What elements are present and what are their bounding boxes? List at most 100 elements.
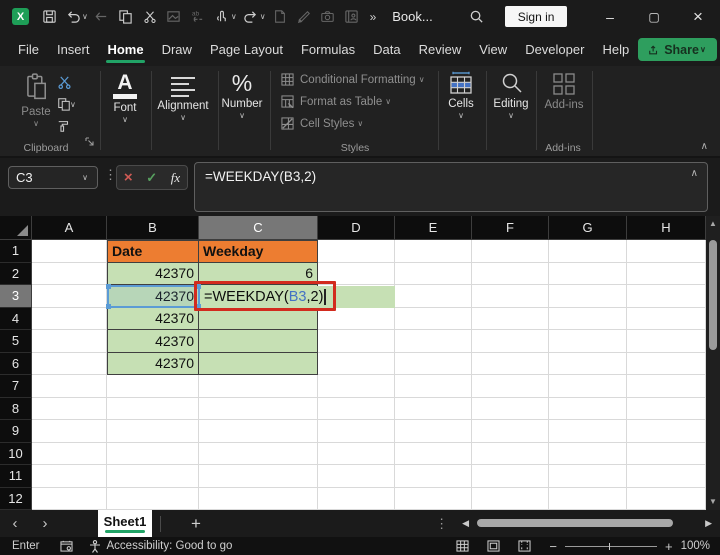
cell-F1[interactable]	[472, 240, 549, 263]
column-header-E[interactable]: E	[395, 216, 472, 240]
cell-F11[interactable]	[472, 465, 549, 488]
sign-in-button[interactable]: Sign in	[504, 6, 568, 27]
column-header-B[interactable]: B	[107, 216, 199, 240]
select-all-corner[interactable]	[0, 216, 32, 240]
undo-icon[interactable]	[61, 5, 85, 29]
close-button[interactable]: ×	[693, 6, 703, 26]
cut-icon[interactable]	[138, 5, 162, 29]
tab-draw[interactable]: Draw	[161, 42, 192, 57]
cell-D4[interactable]	[318, 307, 395, 330]
cell-C11[interactable]	[199, 465, 318, 488]
cell-G3[interactable]	[549, 285, 627, 308]
cell-H6[interactable]	[627, 352, 706, 375]
column-header-G[interactable]: G	[549, 216, 627, 240]
confirm-entry-button[interactable]: ✓	[146, 170, 158, 185]
copy-button[interactable]: ∨	[57, 95, 78, 113]
tab-insert[interactable]: Insert	[56, 42, 90, 57]
cell-E2[interactable]	[395, 262, 472, 285]
cell-A4[interactable]	[32, 307, 107, 330]
cell-G12[interactable]	[549, 487, 627, 510]
cell-D8[interactable]	[318, 397, 395, 420]
cell-E10[interactable]	[395, 442, 472, 465]
row-header-11[interactable]: 11	[0, 465, 32, 488]
touch-mode-icon[interactable]	[210, 5, 234, 29]
row-header-8[interactable]: 8	[0, 397, 32, 420]
row-header-6[interactable]: 6	[0, 352, 32, 375]
cell-styles-button[interactable]: Cell Styles ∨	[281, 117, 427, 130]
cell-B4[interactable]: 42370	[107, 307, 199, 330]
column-header-F[interactable]: F	[472, 216, 549, 240]
zoom-level[interactable]: 100%	[680, 540, 710, 552]
cell-F2[interactable]	[472, 262, 549, 285]
cell-G11[interactable]	[549, 465, 627, 488]
scroll-left-arrow[interactable]: ◀	[462, 518, 470, 528]
zoom-in-button[interactable]: +	[664, 538, 673, 554]
more-commands-icon[interactable]: »	[369, 9, 377, 24]
tab-page-layout[interactable]: Page Layout	[209, 42, 283, 57]
scroll-right-arrow[interactable]: ▶	[705, 518, 712, 528]
zoom-out-button[interactable]: −	[549, 538, 557, 554]
cell-D1[interactable]	[318, 240, 395, 263]
cell-C2[interactable]: 6	[199, 262, 318, 285]
cell-D7[interactable]	[318, 375, 395, 398]
tab-formulas[interactable]: Formulas	[300, 42, 356, 57]
row-header-1[interactable]: 1	[0, 240, 32, 263]
row-header-10[interactable]: 10	[0, 442, 32, 465]
row-header-12[interactable]: 12	[0, 487, 32, 510]
cell-D12[interactable]	[318, 487, 395, 510]
cell-H9[interactable]	[627, 420, 706, 443]
cell-E12[interactable]	[395, 487, 472, 510]
cells-group-button[interactable]: Cells ∨	[437, 71, 485, 120]
column-header-C[interactable]: C	[199, 216, 318, 240]
cell-A1[interactable]	[32, 240, 107, 263]
undo-dropdown-chevron[interactable]: ∨	[82, 12, 88, 21]
collapse-ribbon-chevron[interactable]: ∧	[700, 141, 708, 152]
cell-A7[interactable]	[32, 375, 107, 398]
cell-A5[interactable]	[32, 330, 107, 353]
tab-home[interactable]: Home	[98, 33, 152, 66]
new-sheet-button[interactable]: +	[191, 513, 201, 533]
scroll-up-arrow[interactable]: ▲	[709, 219, 717, 228]
excel-app-icon[interactable]: X	[12, 8, 29, 25]
cell-E9[interactable]	[395, 420, 472, 443]
cell-E5[interactable]	[395, 330, 472, 353]
cell-D11[interactable]	[318, 465, 395, 488]
maximize-button[interactable]: ▢	[648, 9, 660, 24]
font-group-button[interactable]: A Font ∨	[103, 72, 147, 124]
cell-G10[interactable]	[549, 442, 627, 465]
cell-F6[interactable]	[472, 352, 549, 375]
vertical-scroll-thumb[interactable]	[709, 240, 717, 350]
format-painter-button[interactable]	[57, 117, 78, 135]
cell-G5[interactable]	[549, 330, 627, 353]
cell-G8[interactable]	[549, 397, 627, 420]
row-header-5[interactable]: 5	[0, 330, 32, 353]
formula-input[interactable]: =WEEKDAY(B3,2) ∧	[194, 162, 708, 212]
cell-H2[interactable]	[627, 262, 706, 285]
normal-view-button[interactable]	[456, 540, 469, 552]
copy-icon[interactable]	[114, 5, 138, 29]
zoom-slider[interactable]	[564, 542, 657, 550]
cell-H5[interactable]	[627, 330, 706, 353]
cell-B11[interactable]	[107, 465, 199, 488]
horizontal-scroll-thumb[interactable]	[477, 519, 674, 527]
redo-dropdown-chevron[interactable]: ∨	[259, 12, 266, 21]
cell-D5[interactable]	[318, 330, 395, 353]
cancel-entry-button[interactable]: ×	[123, 169, 133, 186]
accessibility-status[interactable]: Accessibility: Good to go	[106, 540, 233, 552]
clipboard-dialog-launcher[interactable]	[85, 134, 95, 152]
cell-F5[interactable]	[472, 330, 549, 353]
number-group-button[interactable]: % Number ∨	[216, 71, 268, 120]
cell-E8[interactable]	[395, 397, 472, 420]
cell-E11[interactable]	[395, 465, 472, 488]
cell-B10[interactable]	[107, 442, 199, 465]
page-break-preview-button[interactable]	[518, 540, 531, 552]
paste-button[interactable]: Paste ∨	[16, 73, 56, 128]
share-button[interactable]: Share ∨	[638, 38, 717, 61]
search-icon[interactable]	[465, 5, 489, 29]
cell-C1[interactable]: Weekday	[199, 240, 318, 263]
cell-C9[interactable]	[199, 420, 318, 443]
cell-A10[interactable]	[32, 442, 107, 465]
sheet-tab-sheet1[interactable]: Sheet1	[98, 510, 152, 537]
cell-F9[interactable]	[472, 420, 549, 443]
minimize-button[interactable]: –	[606, 8, 614, 25]
